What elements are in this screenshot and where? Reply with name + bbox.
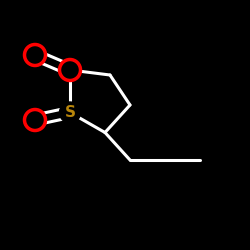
Circle shape [60,102,80,123]
Circle shape [24,44,46,66]
Circle shape [60,60,80,80]
Circle shape [24,110,46,130]
Text: S: S [64,105,76,120]
